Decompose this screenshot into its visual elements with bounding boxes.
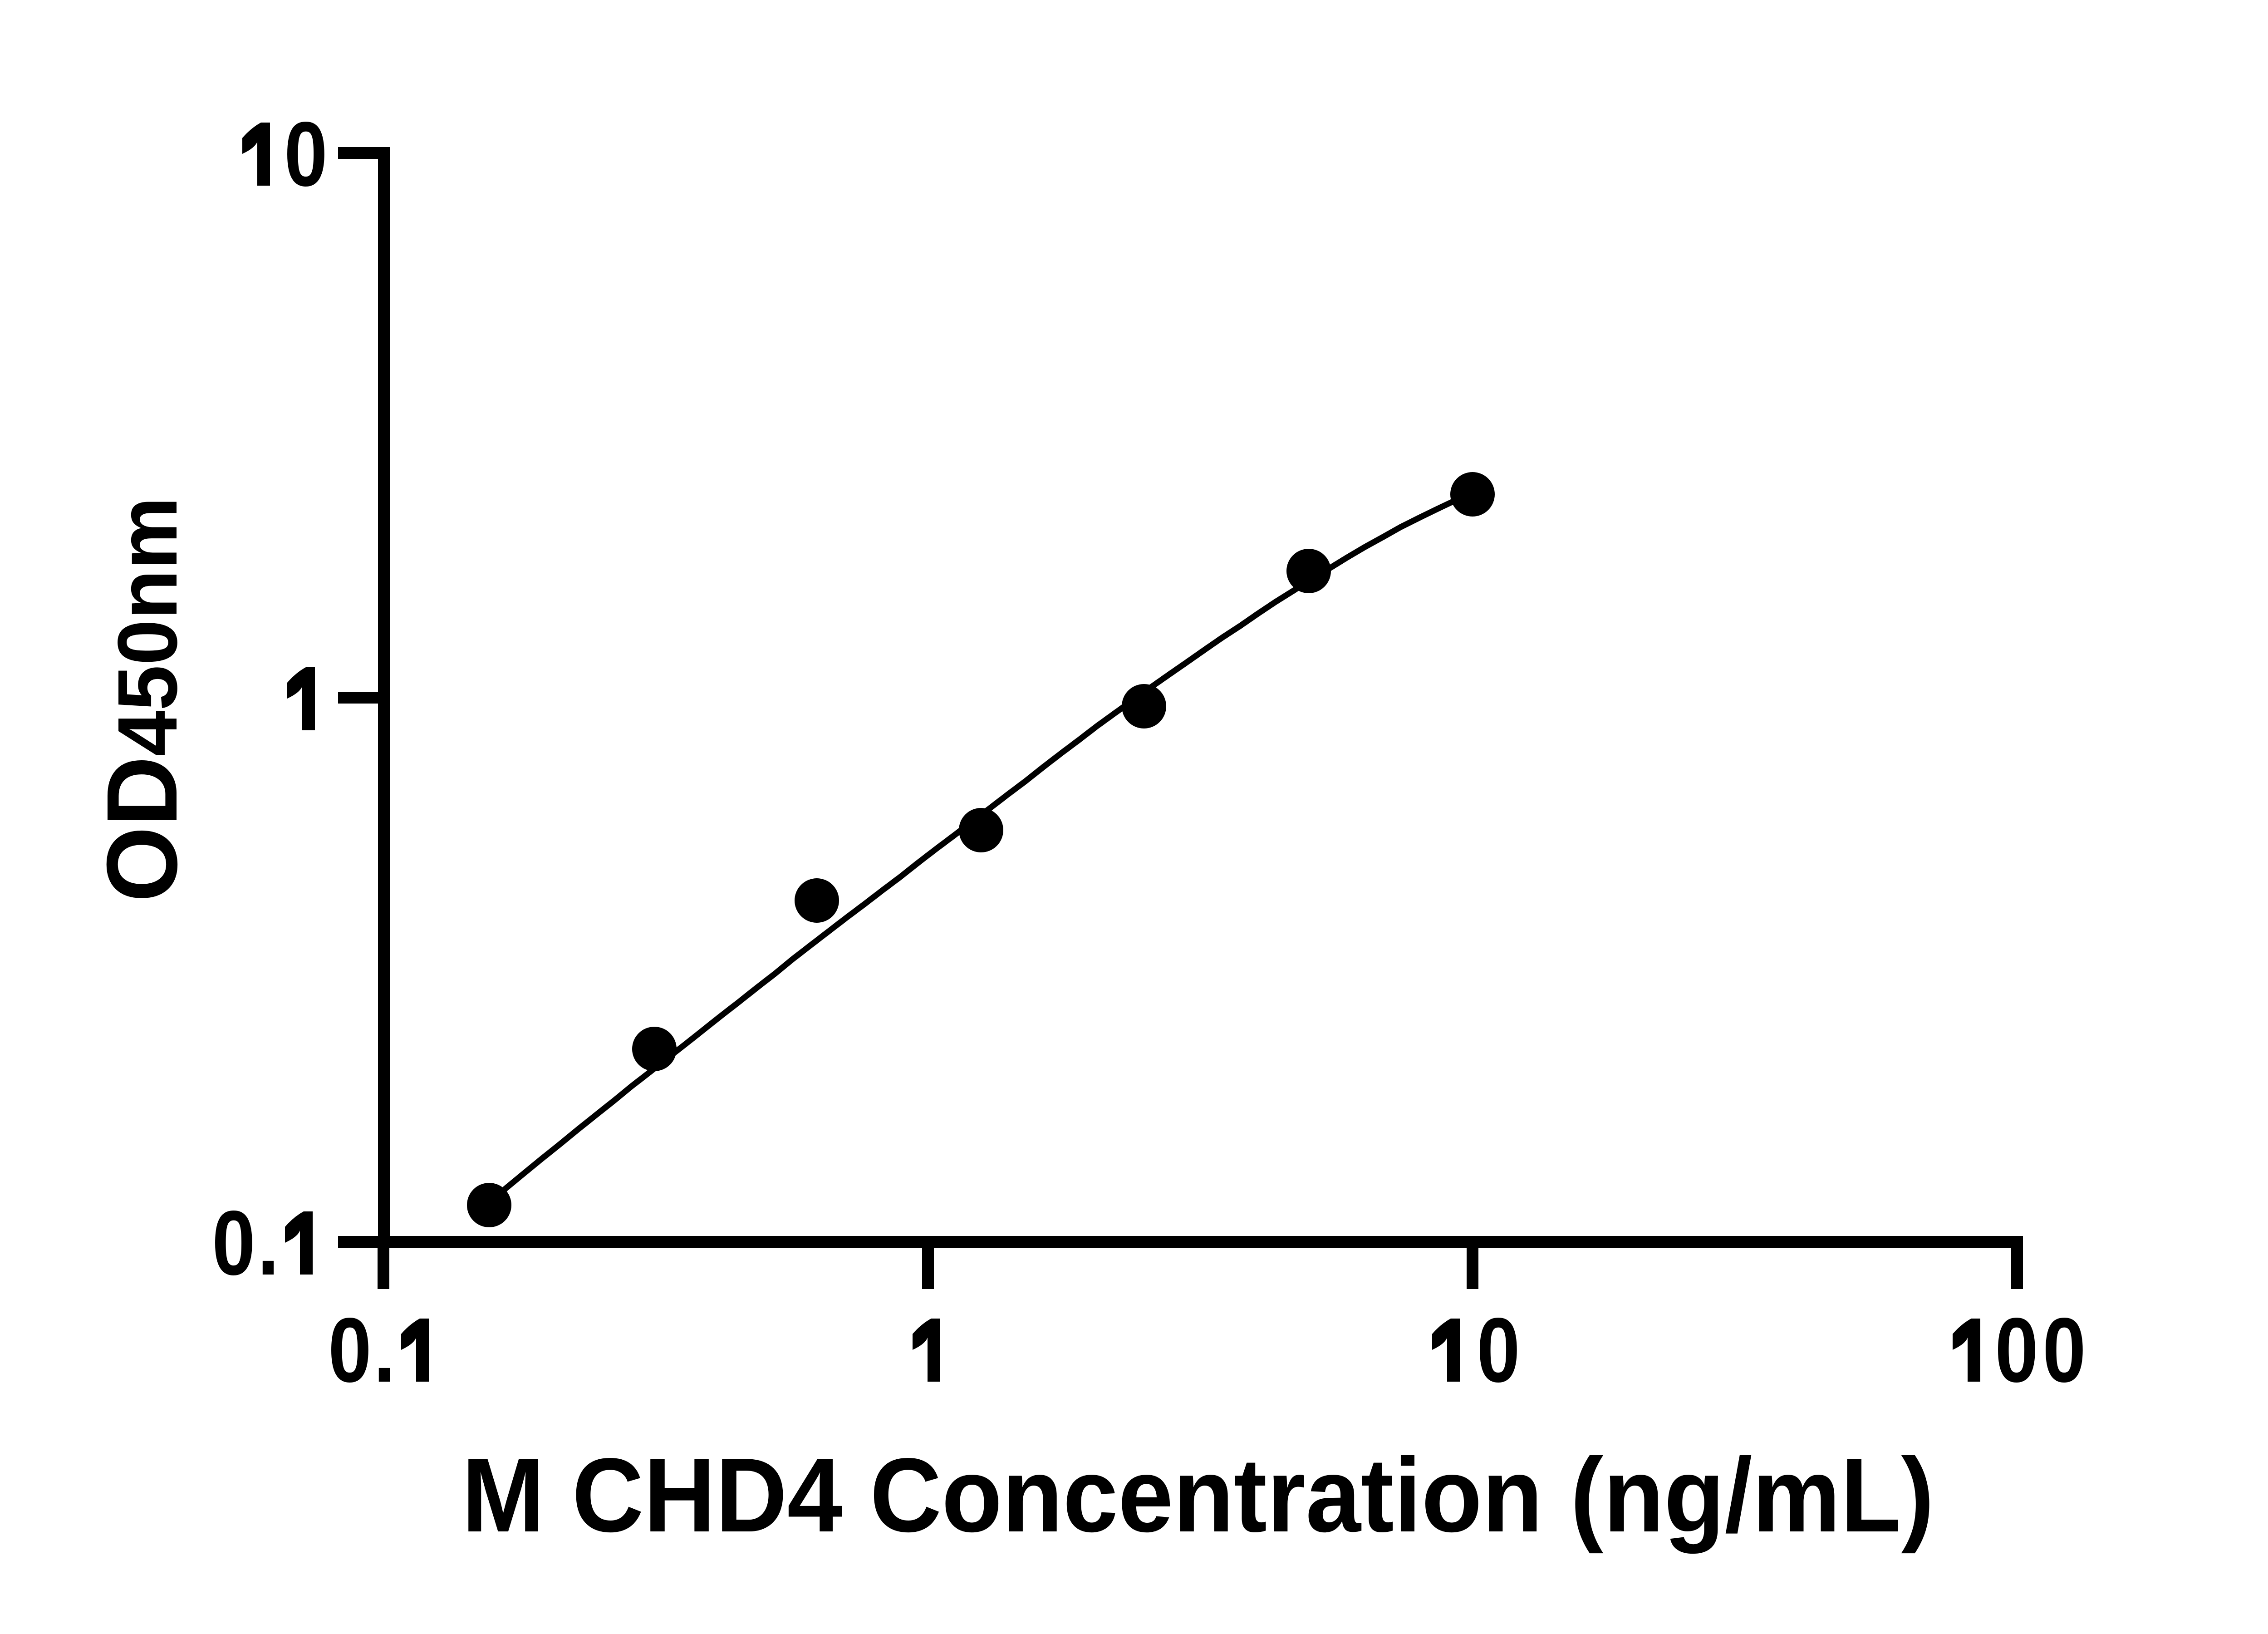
svg-text:0: 0: [1995, 1299, 2038, 1401]
svg-text:.: .: [257, 1191, 279, 1294]
svg-text:M CHD4 Concentration (ng/mL): M CHD4 Concentration (ng/mL): [462, 1436, 1934, 1554]
svg-text:0: 0: [212, 1191, 255, 1294]
svg-text:0: 0: [328, 1299, 371, 1401]
svg-text:.: .: [373, 1299, 395, 1401]
svg-text:0: 0: [284, 103, 327, 205]
svg-text:OD450nm: OD450nm: [86, 497, 198, 902]
svg-text:0: 0: [1477, 1299, 1520, 1401]
svg-text:0: 0: [2042, 1299, 2086, 1401]
